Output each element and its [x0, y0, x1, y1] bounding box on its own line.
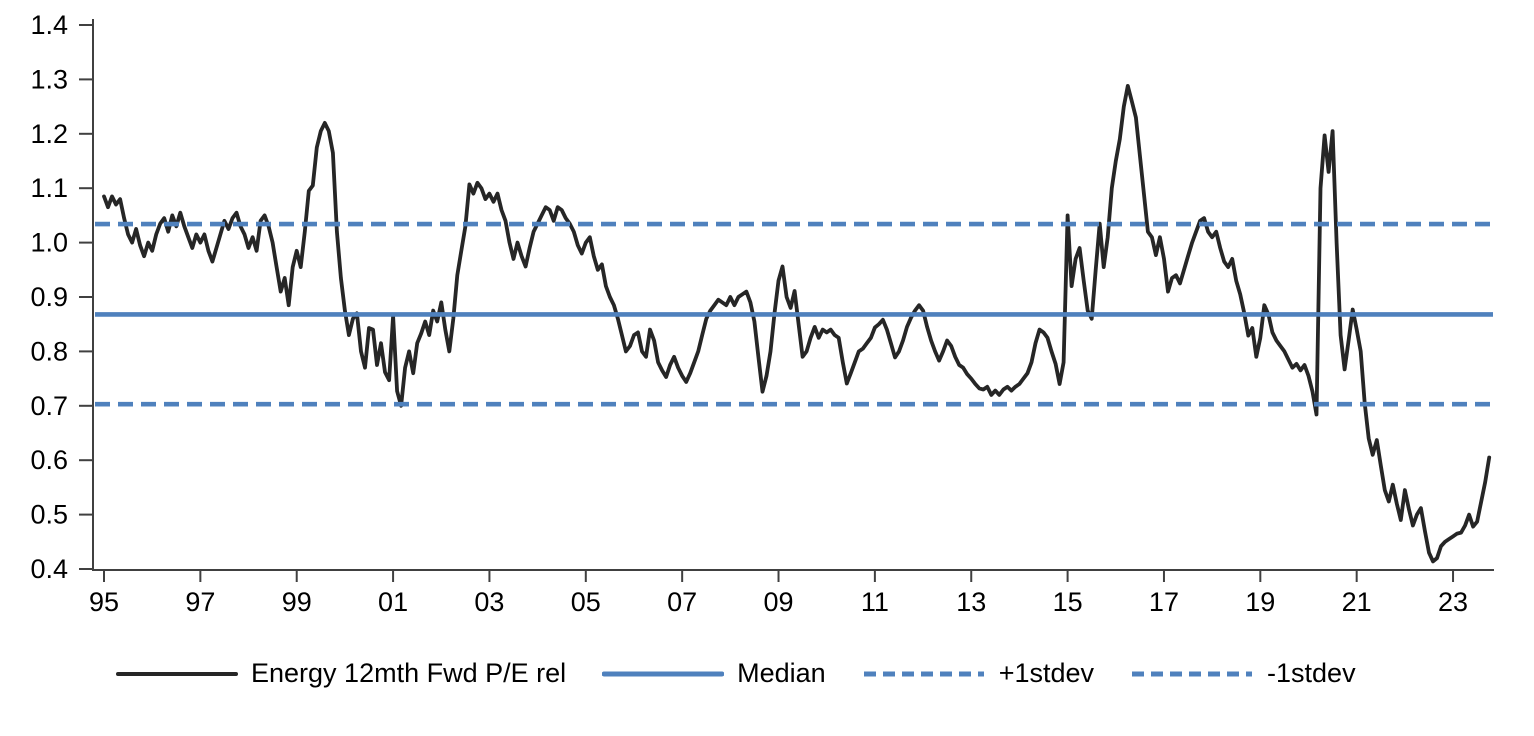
median-line-swatch	[602, 671, 725, 676]
legend-item-energy: Energy 12mth Fwd P/E rel	[116, 660, 566, 687]
x-tick-label: 95	[89, 587, 119, 617]
y-tick-label: 1.4	[30, 10, 68, 40]
legend-item-plus1stdev: +1stdev	[862, 660, 1094, 687]
y-tick-label: 0.7	[30, 391, 68, 421]
x-tick-label: 01	[378, 587, 408, 617]
x-tick-label: 21	[1342, 587, 1372, 617]
x-tick-label: 13	[956, 587, 986, 617]
y-tick-label: 1.2	[30, 119, 68, 149]
legend-label-plus1stdev: +1stdev	[998, 658, 1095, 688]
legend: Energy 12mth Fwd P/E rel Median +1stdev …	[116, 660, 1356, 687]
y-tick-label: 0.8	[30, 336, 68, 366]
legend-label-energy: Energy 12mth Fwd P/E rel	[251, 658, 567, 688]
x-tick-label: 05	[571, 587, 601, 617]
legend-item-minus1stdev: -1stdev	[1130, 660, 1356, 687]
plus1stdev-line-swatch	[863, 671, 984, 676]
minus1stdev-line-swatch	[1132, 671, 1253, 676]
x-tick-label: 07	[667, 587, 697, 617]
y-tick-label: 1.0	[30, 228, 68, 258]
y-tick-label: 0.5	[30, 500, 68, 530]
y-tick-label: 1.1	[30, 173, 68, 203]
x-tick-label: 97	[185, 587, 215, 617]
energy-line-swatch	[116, 671, 238, 676]
x-tick-label: 99	[282, 587, 312, 617]
legend-label-median: Median	[737, 658, 826, 688]
legend-label-minus1stdev: -1stdev	[1267, 658, 1356, 688]
y-tick-label: 0.4	[30, 554, 68, 584]
y-tick-label: 0.9	[30, 282, 68, 312]
series-energy-line	[102, 84, 1492, 564]
x-tick-label: 19	[1245, 587, 1275, 617]
x-tick-label: 03	[474, 587, 504, 617]
x-axis: 95 97 99 01 03 05 07 09 11 13 15 17 19 21 23	[89, 570, 1468, 617]
x-tick-label: 17	[1149, 587, 1179, 617]
y-tick-label: 0.6	[30, 445, 68, 475]
y-tick-label: 1.3	[30, 64, 68, 94]
legend-item-median: Median	[602, 660, 826, 687]
x-tick-label: 09	[763, 587, 793, 617]
x-tick-label: 11	[861, 587, 889, 617]
x-tick-label: 23	[1438, 587, 1468, 617]
y-axis: 0.4 0.5 0.6 0.7 0.8 0.9 1.0 1.1 1.2 1.3 1.4	[30, 10, 93, 584]
x-tick-label: 15	[1053, 587, 1083, 617]
